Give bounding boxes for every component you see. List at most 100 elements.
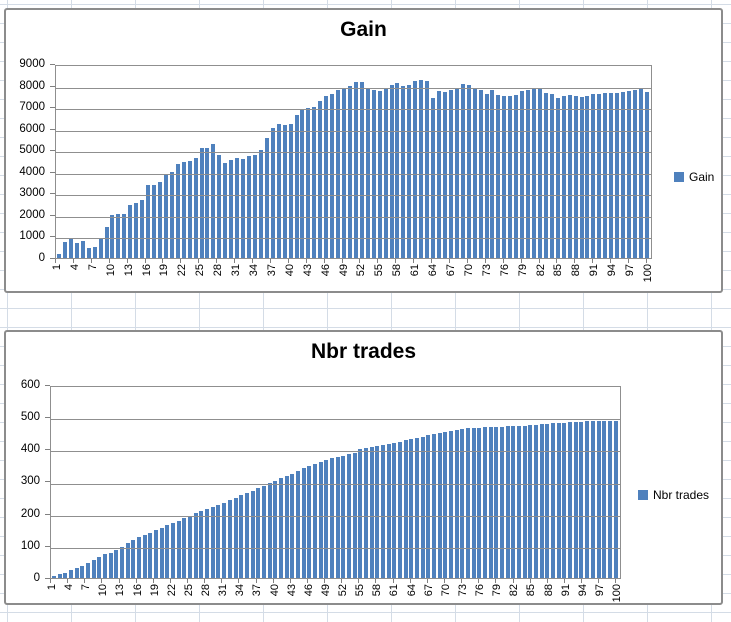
x-axis-label: 94 (577, 584, 589, 597)
bar (205, 509, 210, 578)
bar (613, 421, 618, 578)
gridline (56, 88, 651, 89)
bar (239, 495, 244, 578)
bar (142, 535, 147, 578)
bar (573, 96, 578, 258)
bar (278, 478, 283, 578)
x-axis-tick (449, 259, 450, 263)
x-axis-tick (485, 259, 486, 263)
chart-title: Nbr trades (310, 340, 417, 363)
bar (494, 427, 499, 578)
y-axis-label: 0 (33, 572, 40, 584)
x-axis-label: 7 (80, 584, 92, 591)
y-axis-tick (45, 578, 50, 579)
bar (496, 95, 501, 258)
bar (98, 239, 103, 258)
bar (352, 453, 357, 578)
x-axis-label: 82 (535, 264, 547, 277)
bar (477, 428, 482, 578)
legend[interactable]: Nbr trades (638, 488, 709, 502)
x-axis-label: 76 (499, 264, 511, 277)
bar (397, 442, 402, 578)
x-axis-tick (592, 259, 593, 263)
x-axis-tick (444, 579, 445, 583)
bar (335, 457, 340, 578)
bar (159, 528, 164, 578)
x-axis-tick (204, 579, 205, 583)
x-axis-tick (413, 259, 414, 263)
y-axis-tick (50, 258, 55, 259)
gridline (51, 516, 620, 517)
bar (528, 425, 533, 578)
legend[interactable]: Gain (674, 170, 714, 184)
x-axis-label: 55 (354, 584, 366, 597)
bar (522, 426, 527, 578)
x-axis-label: 46 (303, 584, 315, 597)
bar (615, 93, 620, 258)
bar (375, 446, 380, 578)
bar (602, 421, 607, 578)
bar (443, 432, 448, 578)
y-axis-tick (45, 546, 50, 547)
bar (609, 93, 614, 258)
gain-chart[interactable]: Gain Gain 0 1000 2000 3000 4000 5000 6000 7000 8… (4, 8, 723, 293)
x-axis-tick (127, 259, 128, 263)
bar (505, 426, 510, 578)
x-axis-tick (342, 259, 343, 263)
x-axis-label: 4 (63, 584, 75, 591)
legend-swatch-icon (638, 490, 648, 500)
x-axis-label: 16 (132, 584, 144, 597)
x-axis-label: 79 (517, 264, 529, 277)
bar (500, 427, 505, 578)
x-axis-tick (306, 259, 307, 263)
x-axis-label: 82 (508, 584, 520, 597)
bar (284, 476, 289, 578)
x-axis-label: 1 (46, 584, 58, 591)
x-axis-label: 25 (183, 584, 195, 597)
gridline (56, 217, 651, 218)
x-axis-tick (461, 579, 462, 583)
x-axis-tick (646, 259, 647, 263)
y-axis-label: 300 (20, 475, 40, 487)
x-axis-label: 10 (97, 584, 109, 597)
bar (532, 89, 536, 258)
gridline (56, 195, 651, 196)
bar (134, 203, 139, 258)
x-axis-tick (467, 259, 468, 263)
x-axis-tick (410, 579, 411, 583)
bar (484, 94, 489, 258)
y-axis-label: 8000 (19, 80, 45, 92)
y-axis-label: 100 (20, 540, 40, 552)
bar (108, 553, 113, 578)
bar (358, 449, 363, 578)
bar (86, 563, 91, 578)
x-axis-tick (136, 579, 137, 583)
x-axis-tick (145, 259, 146, 263)
bar (425, 81, 430, 258)
bar (92, 247, 97, 258)
bar (169, 172, 174, 258)
y-axis-tick (50, 64, 55, 65)
bar (432, 434, 437, 578)
bar (568, 422, 573, 578)
x-axis-tick (324, 259, 325, 263)
bar (579, 97, 584, 258)
bar (122, 214, 127, 258)
bar (216, 505, 221, 578)
bar (52, 576, 56, 578)
bar (128, 205, 133, 258)
x-axis-tick (238, 579, 239, 583)
bar (187, 161, 192, 258)
x-axis-tick (73, 259, 74, 263)
bar (585, 421, 590, 578)
nbr-trades-chart[interactable]: Nbr trades Nbr trades 0 100 200 300 400 500 60… (4, 330, 723, 605)
x-axis-label: 88 (543, 584, 555, 597)
bar (193, 513, 198, 578)
x-axis-tick (55, 259, 56, 263)
x-axis-label: 49 (320, 584, 332, 597)
bar (267, 483, 272, 578)
x-axis-tick (109, 259, 110, 263)
bar (270, 128, 275, 258)
y-axis-label: 400 (20, 443, 40, 455)
x-axis-label: 73 (481, 264, 493, 277)
